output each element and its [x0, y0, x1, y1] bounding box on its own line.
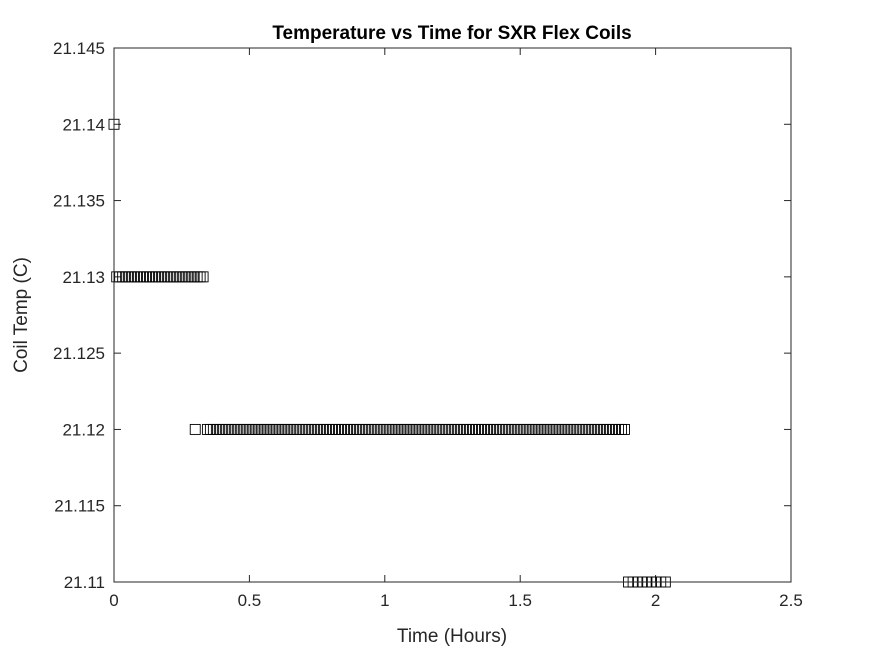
y-tick-label: 21.125: [53, 344, 105, 363]
ticks: 0 0.5 1 1.5 2 2.5 21.11 21.115 21.12 21.125 21.13 2…: [53, 39, 803, 610]
y-tick-label: 21.12: [62, 420, 105, 439]
x-tick-label: 1.5: [508, 591, 532, 610]
x-tick-label: 1: [380, 591, 389, 610]
y-axis-label: Coil Temp (C): [11, 257, 32, 373]
y-tick-label: 21.14: [62, 115, 105, 134]
y-tick-label: 21.115: [54, 497, 105, 516]
axes-box: [113, 47, 792, 583]
axes-background: [114, 48, 791, 582]
y-tick-label: 21.145: [53, 39, 105, 58]
x-tick-label: 2: [651, 591, 660, 610]
x-tick-label: 2.5: [779, 591, 803, 610]
x-tick-label: 0: [109, 591, 118, 610]
data-point: [189, 423, 201, 435]
y-tick-label: 21.135: [53, 192, 105, 211]
chart-title: Temperature vs Time for SXR Flex Coils: [272, 23, 631, 44]
x-tick-label: 0.5: [238, 591, 262, 610]
data-point: [197, 271, 209, 283]
y-tick-label: 21.13: [62, 268, 105, 287]
y-tick-label: 21.11: [64, 573, 105, 592]
x-axis-label: Time (Hours): [397, 626, 507, 647]
data-point: [619, 423, 630, 435]
